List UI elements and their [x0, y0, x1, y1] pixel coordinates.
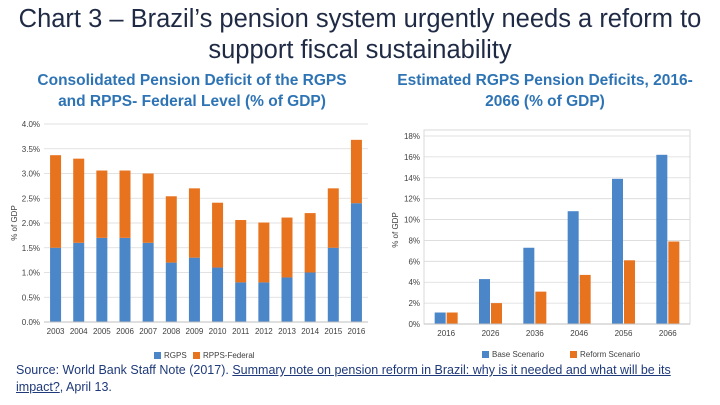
y-tick-label: 2.5%: [22, 194, 40, 203]
legend-label-rpps-federal: RPPS-Federal: [203, 351, 255, 360]
x-tick-label: 2036: [526, 329, 544, 338]
y-tick-label: 16%: [404, 153, 420, 162]
x-tick-label: 2014: [301, 327, 319, 336]
bar-reform-scenario: [491, 303, 502, 324]
bar-rpps-federal: [235, 220, 247, 283]
bar-base-scenario: [656, 154, 668, 324]
bar-base-scenario: [612, 178, 623, 324]
y-tick-label: 0%: [408, 320, 420, 329]
x-tick-label: 2056: [615, 329, 633, 338]
x-tick-label: 2003: [47, 327, 65, 336]
bar-rgps: [281, 277, 293, 322]
bar-rpps-federal: [165, 196, 177, 263]
y-tick-label: 4%: [408, 278, 420, 287]
legend-label-reform-scenario: Reform Scenario: [580, 350, 641, 359]
x-tick-label: 2016: [348, 327, 366, 336]
y-tick-label: 0.5%: [22, 293, 40, 302]
bar-reform-scenario: [535, 291, 547, 324]
bar-rgps: [73, 242, 85, 322]
slide-title: Chart 3 – Brazil’s pension system urgent…: [18, 5, 702, 64]
bar-base-scenario: [523, 247, 535, 324]
x-tick-label: 2011: [232, 327, 250, 336]
bar-rgps: [235, 282, 247, 322]
source-prefix: Source: World Bank Staff Note (2017).: [16, 363, 233, 377]
y-tick-label: 12%: [404, 195, 420, 204]
bar-rpps-federal: [50, 155, 62, 248]
legend-swatch-reform-scenario: [570, 351, 577, 358]
legend-swatch-base-scenario: [482, 351, 489, 358]
bar-rgps: [50, 247, 62, 322]
bar-rpps-federal: [258, 222, 270, 283]
x-tick-label: 2046: [570, 329, 588, 338]
y-tick-label: 8%: [408, 236, 420, 245]
x-tick-label: 2008: [162, 327, 180, 336]
y-tick-label: 10%: [404, 216, 420, 225]
source-note: Source: World Bank Staff Note (2017). Su…: [16, 362, 706, 396]
y-tick-label: 3.0%: [22, 170, 40, 179]
bar-rgps: [188, 257, 200, 322]
bar-rpps-federal: [304, 213, 316, 273]
x-tick-label: 2013: [278, 327, 296, 336]
x-tick-label: 2009: [186, 327, 204, 336]
legend-swatch-rgps: [154, 352, 161, 359]
bar-rpps-federal: [188, 188, 200, 258]
bar-rgps: [96, 237, 108, 322]
bar-reform-scenario: [624, 260, 635, 324]
x-tick-label: 2007: [139, 327, 157, 336]
legend-label-rgps: RGPS: [164, 351, 187, 360]
bar-rpps-federal: [96, 170, 108, 238]
x-tick-label: 2006: [116, 327, 134, 336]
bar-rgps: [350, 203, 362, 322]
x-tick-label: 2004: [70, 327, 88, 336]
x-tick-label: 2015: [324, 327, 342, 336]
x-tick-label: 2026: [482, 329, 500, 338]
bar-rpps-federal: [350, 139, 362, 204]
bar-rpps-federal: [119, 170, 131, 238]
bar-base-scenario: [567, 211, 579, 324]
bar-rpps-federal: [73, 158, 85, 243]
left-chart-title: Consolidated Pension Deficit of the RGPS…: [37, 72, 347, 110]
bar-rgps: [304, 272, 316, 322]
bar-reform-scenario: [579, 274, 591, 324]
bar-rpps-federal: [281, 217, 293, 278]
y-axis-label: % of GDP: [391, 212, 400, 248]
x-tick-label: 2016: [437, 329, 455, 338]
y-tick-label: 3.5%: [22, 145, 40, 154]
y-tick-label: 6%: [408, 257, 420, 266]
y-tick-label: 4.0%: [22, 120, 40, 129]
y-axis-label: % of GDP: [10, 205, 19, 241]
bar-rgps: [212, 267, 224, 322]
x-tick-label: 2012: [255, 327, 273, 336]
y-tick-label: 1.0%: [22, 269, 40, 278]
x-tick-label: 2010: [209, 327, 227, 336]
y-tick-label: 0.0%: [22, 318, 40, 327]
y-tick-label: 14%: [404, 174, 420, 183]
bar-rgps: [119, 237, 131, 322]
plot-border: [423, 129, 691, 325]
bar-rgps: [142, 242, 154, 322]
bar-base-scenario: [434, 312, 446, 324]
y-tick-label: 2.0%: [22, 219, 40, 228]
y-tick-label: 1.5%: [22, 244, 40, 253]
legend-label-base-scenario: Base Scenario: [492, 350, 545, 359]
right-chart: 0% 2% 4% 6% 8% 10% 12% 14% 16% 18% % of GDP 2016 202…: [391, 129, 691, 359]
source-suffix: , April 13.: [59, 380, 112, 394]
x-tick-label: 2066: [659, 329, 677, 338]
y-tick-label: 2%: [408, 299, 420, 308]
x-tick-label: 2005: [93, 327, 111, 336]
bar-reform-scenario: [668, 241, 680, 324]
bar-rgps: [258, 282, 270, 322]
bar-rpps-federal: [212, 202, 224, 268]
bar-rpps-federal: [327, 188, 339, 248]
left-chart: 0.0% 0.5% 1.0% 1.5% 2.0% 2.5% 3.0% 3.5% 4.0% % of…: [10, 120, 368, 360]
legend-swatch-rpps-federal: [193, 352, 200, 359]
right-chart-title: Estimated RGPS Pension Deficits, 2016-20…: [397, 72, 693, 110]
bar-rpps-federal: [142, 173, 154, 243]
bar-rgps: [327, 247, 339, 322]
y-tick-label: 18%: [404, 132, 420, 141]
bar-rgps: [165, 262, 177, 322]
bar-base-scenario: [479, 279, 490, 324]
source-link[interactable]: Summary note on pension reform in Brazil…: [16, 363, 671, 394]
bar-reform-scenario: [446, 312, 458, 324]
